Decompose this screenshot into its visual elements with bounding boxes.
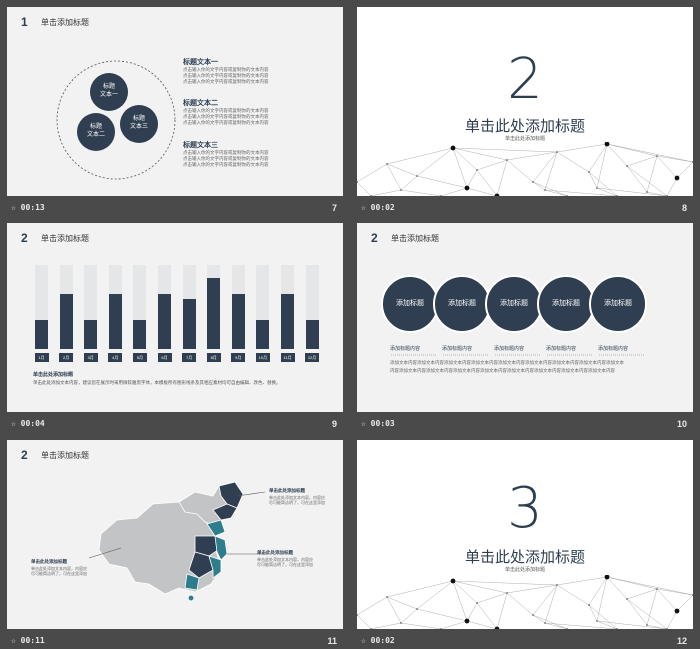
- header-number: 2: [21, 231, 28, 245]
- section-digit: 2: [507, 47, 543, 112]
- bar-label: 10月: [255, 353, 270, 362]
- callout-title-2: 单击此处添加标题: [31, 559, 67, 564]
- slide-12[interactable]: 3 单击此处添加标题 单击此处添加标题: [357, 440, 693, 629]
- bar: [305, 319, 319, 349]
- block-text-1: 点击输入你的文字内容或复制你的文本内容 点击输入你的文字内容或复制你的文本内容 …: [183, 67, 269, 85]
- transition-time: ☆ 00:02: [361, 203, 395, 212]
- bar: [133, 319, 147, 349]
- topic-circle-1: 添加标题: [381, 275, 439, 333]
- callout-text-3: 单击此处添加文本内容，内容应 尽可能简洁明了，可在这里添加: [257, 557, 313, 568]
- block-title-3: 标题文本三: [183, 142, 218, 149]
- chart-note-title: 单击此处添加标题: [33, 372, 74, 378]
- callout-text-1: 单击此处添加文本内容，内容应 尽可能简洁明了，可在这里添加: [269, 495, 325, 506]
- header-number: 2: [21, 448, 28, 462]
- slide-number: 8: [681, 203, 687, 213]
- slide-7[interactable]: 1 单击添加标题 标题 文本一 标题 文本二 标题 文本三 标题文本一 点击输入…: [7, 7, 343, 196]
- transition-time: ☆ 00:13: [11, 203, 45, 212]
- slide-9[interactable]: 2 单击添加标题 1月 2月 3月 4月 5月 6月 7月 8月 9月 10月 11月 12月 单击此…: [7, 223, 343, 412]
- bar-label: 4月: [108, 353, 123, 362]
- slide-number: 12: [676, 636, 687, 646]
- bar: [108, 294, 122, 349]
- bar: [84, 319, 98, 349]
- bar-label: 3月: [83, 353, 98, 362]
- slide-number: 7: [331, 203, 337, 213]
- topic-label-5: 添加标题内容: [598, 346, 629, 352]
- bar: [231, 294, 245, 349]
- transition-time: ☆ 00:03: [361, 419, 395, 428]
- topic-circle-4: 添加标题: [537, 275, 595, 333]
- section-digit: 3: [507, 476, 543, 541]
- slide-meta: ☆ 00:02 8: [357, 200, 693, 216]
- block-title-1: 标题文本一: [183, 59, 218, 66]
- header-number: 1: [21, 15, 28, 29]
- bar-label: 1月: [34, 353, 49, 362]
- header-title: 单击添加标题: [391, 234, 439, 243]
- bar: [182, 298, 196, 349]
- bar-label: 12月: [305, 353, 320, 362]
- slide-meta: ☆ 00:03 10: [357, 416, 693, 432]
- block-text-2: 点击输入你的文字内容或复制你的文本内容 点击输入你的文字内容或复制你的文本内容 …: [183, 108, 269, 126]
- bar: [59, 294, 73, 349]
- network-graphic: [357, 142, 693, 196]
- bar: [207, 277, 221, 349]
- circle-title-1: 标题 文本一: [90, 73, 128, 111]
- topic-label-1: 添加标题内容: [390, 346, 421, 352]
- slide-11[interactable]: 2 单击添加标题 单击此处添加标题 单击此处添加文本内容，内容应 尽可能简洁明了…: [7, 440, 343, 629]
- callout-title-1: 单击此处添加标题: [269, 488, 305, 493]
- slide-10[interactable]: 2 单击添加标题 添加标题 添加标题 添加标题 添加标题 添加标题 添加标题内容…: [357, 223, 693, 412]
- bar: [281, 294, 294, 349]
- bar-label: 5月: [132, 353, 147, 362]
- bar: [256, 319, 270, 349]
- bar-label: 6月: [157, 353, 172, 362]
- transition-time: ☆ 00:02: [361, 636, 395, 645]
- bar-label: 7月: [182, 353, 197, 362]
- body-text-line-2: 内容添加文本内容添加文本内容添加文本内容添加文本内容添加文本内容添加文本内容添加…: [390, 368, 615, 373]
- header-title: 单击添加标题: [41, 18, 89, 27]
- bar: [158, 294, 171, 349]
- section-title: 单击此处添加标题: [464, 549, 585, 566]
- china-map-icon: [88, 481, 266, 601]
- chart-note-text: 单击此处添加文本内容，建议您在展示时采用微软雅黑字体，本模板所有图形线条及其相应…: [33, 380, 281, 385]
- bar-chart: 1月 2月 3月 4月 5月 6月 7月 8月 9月 10月 11月 12月: [7, 223, 343, 412]
- bar-label: 9月: [231, 353, 246, 362]
- block-title-2: 标题文本二: [183, 100, 218, 107]
- header-number: 2: [371, 231, 378, 245]
- block-text-3: 点击输入你的文字内容或复制你的文本内容 点击输入你的文字内容或复制你的文本内容 …: [183, 150, 269, 168]
- section-subtitle: 单击此处添加标题: [504, 136, 545, 142]
- bar-label: 2月: [59, 353, 74, 362]
- network-graphic: [357, 575, 693, 629]
- header-title: 单击添加标题: [41, 234, 89, 243]
- bar: [35, 319, 48, 349]
- topic-label-4: 添加标题内容: [546, 346, 577, 352]
- bar-label: 11月: [280, 353, 295, 362]
- slide-meta: ☆ 00:02 12: [357, 633, 693, 649]
- topic-label-3: 添加标题内容: [494, 346, 525, 352]
- transition-time: ☆ 00:11: [11, 636, 45, 645]
- slide-meta: ☆ 00:11 11: [7, 633, 343, 649]
- circle-title-2: 标题 文本二: [77, 113, 115, 151]
- topic-circle-5: 添加标题: [589, 275, 647, 333]
- slide-meta: ☆ 00:13 7: [7, 200, 343, 216]
- section-subtitle: 单击此处添加标题: [504, 567, 545, 573]
- transition-time: ☆ 00:04: [11, 419, 45, 428]
- topic-label-2: 添加标题内容: [442, 346, 473, 352]
- slide-meta: ☆ 00:04 9: [7, 416, 343, 432]
- dashed-ring: [56, 60, 176, 180]
- topic-circle-3: 添加标题: [485, 275, 543, 333]
- header-title: 单击添加标题: [41, 451, 89, 460]
- slide-8[interactable]: 2 单击此处添加标题 单击此处添加标题: [357, 7, 693, 196]
- dotted-separators: [391, 354, 645, 356]
- body-text-line-1: 添加文本内容添加文本内容添加文本内容添加文本内容添加文本内容添加文本内容添加文本…: [390, 360, 624, 365]
- section-title: 单击此处添加标题: [464, 118, 585, 135]
- callout-text-2: 单击此处添加文本内容，内容应 尽可能简洁明了，可在这里添加: [31, 566, 87, 577]
- circle-title-3: 标题 文本三: [120, 105, 158, 143]
- topic-circle-2: 添加标题: [433, 275, 491, 333]
- slide-number: 11: [327, 636, 337, 646]
- bar-label: 8月: [206, 353, 221, 362]
- slide-number: 10: [676, 419, 687, 429]
- callout-title-3: 单击此处添加标题: [257, 550, 293, 555]
- slide-number: 9: [331, 419, 337, 429]
